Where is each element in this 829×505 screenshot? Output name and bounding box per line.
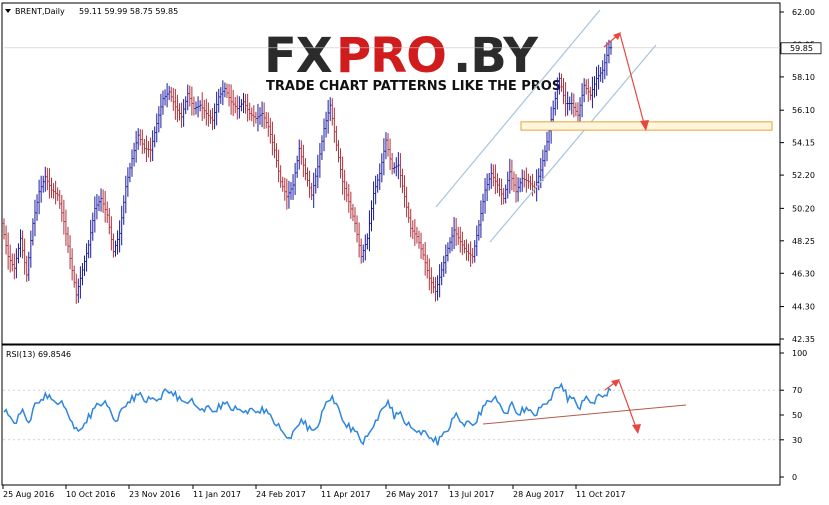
- arrow-down-line: [619, 33, 646, 128]
- x-tick-label: 11 Jan 2017: [193, 490, 241, 499]
- price-tick-label: 42.35: [792, 335, 815, 344]
- x-tick-label: 28 Aug 2017: [513, 490, 564, 499]
- rsi-label: RSI(13) 69.8546: [6, 350, 71, 359]
- fxpro-logo: FX PRO .BY TRADE CHART PATTERNS LIKE THE…: [264, 28, 561, 94]
- price-tick-label: 52.20: [792, 171, 815, 180]
- channel-upper-line: [435, 9, 601, 208]
- price-tick-label: 54.15: [792, 139, 815, 148]
- price-tick-label: 62.00: [792, 8, 815, 17]
- logo-fx: FX: [264, 28, 333, 84]
- dropdown-triangle-icon[interactable]: [5, 9, 11, 13]
- rsi-tick-label: 70: [792, 386, 802, 395]
- rsi-arrow-down-line: [618, 380, 638, 431]
- price-tick-label: 48.25: [792, 237, 815, 246]
- price-tick-label: 56.10: [792, 106, 815, 115]
- x-tick-label: 23 Nov 2016: [129, 490, 180, 499]
- last-price-box: [780, 42, 822, 55]
- x-tick-label: 25 Aug 2016: [3, 490, 54, 499]
- channel-lower-line: [489, 44, 657, 243]
- rsi-arrow-down-head-icon: [632, 424, 641, 434]
- price-tick-label: 50.20: [792, 204, 815, 213]
- logo-tagline: TRADE CHART PATTERNS LIKE THE PROS: [266, 79, 561, 94]
- rsi-tick-label: 0: [792, 473, 797, 482]
- rsi-tick-label: 100: [792, 349, 807, 358]
- x-tick-label: 13 Jul 2017: [449, 490, 494, 499]
- x-tick-label: 26 May 2017: [386, 490, 438, 499]
- rsi-trendline: [482, 404, 687, 425]
- logo-by: .BY: [453, 28, 539, 84]
- last-price-label: 59.85: [790, 44, 813, 53]
- arrow-up-head-icon: [613, 32, 621, 40]
- price-tick-label: 58.10: [792, 73, 815, 82]
- price-tick-label: 44.30: [792, 303, 815, 312]
- rsi-tick-label: 50: [792, 411, 802, 420]
- price-tick-label: 46.30: [792, 269, 815, 278]
- rsi-line: [3, 382, 612, 446]
- x-tick-label: 11 Oct 2017: [576, 490, 625, 499]
- x-tick-label: 24 Feb 2017: [256, 490, 306, 499]
- arrow-down-head-icon: [640, 120, 649, 131]
- rsi-tick-label: 30: [792, 436, 802, 445]
- rsi-arrow-up-head-icon: [611, 379, 620, 387]
- logo-pro: PRO: [336, 28, 446, 84]
- ohlc-readout: 59.11 59.99 58.75 59.85: [79, 7, 178, 16]
- x-tick-label: 10 Oct 2016: [66, 490, 115, 499]
- symbol-label: BRENT,Daily: [15, 7, 65, 16]
- rsi-panel: [1, 344, 781, 486]
- x-tick-label: 11 Apr 2017: [321, 490, 370, 499]
